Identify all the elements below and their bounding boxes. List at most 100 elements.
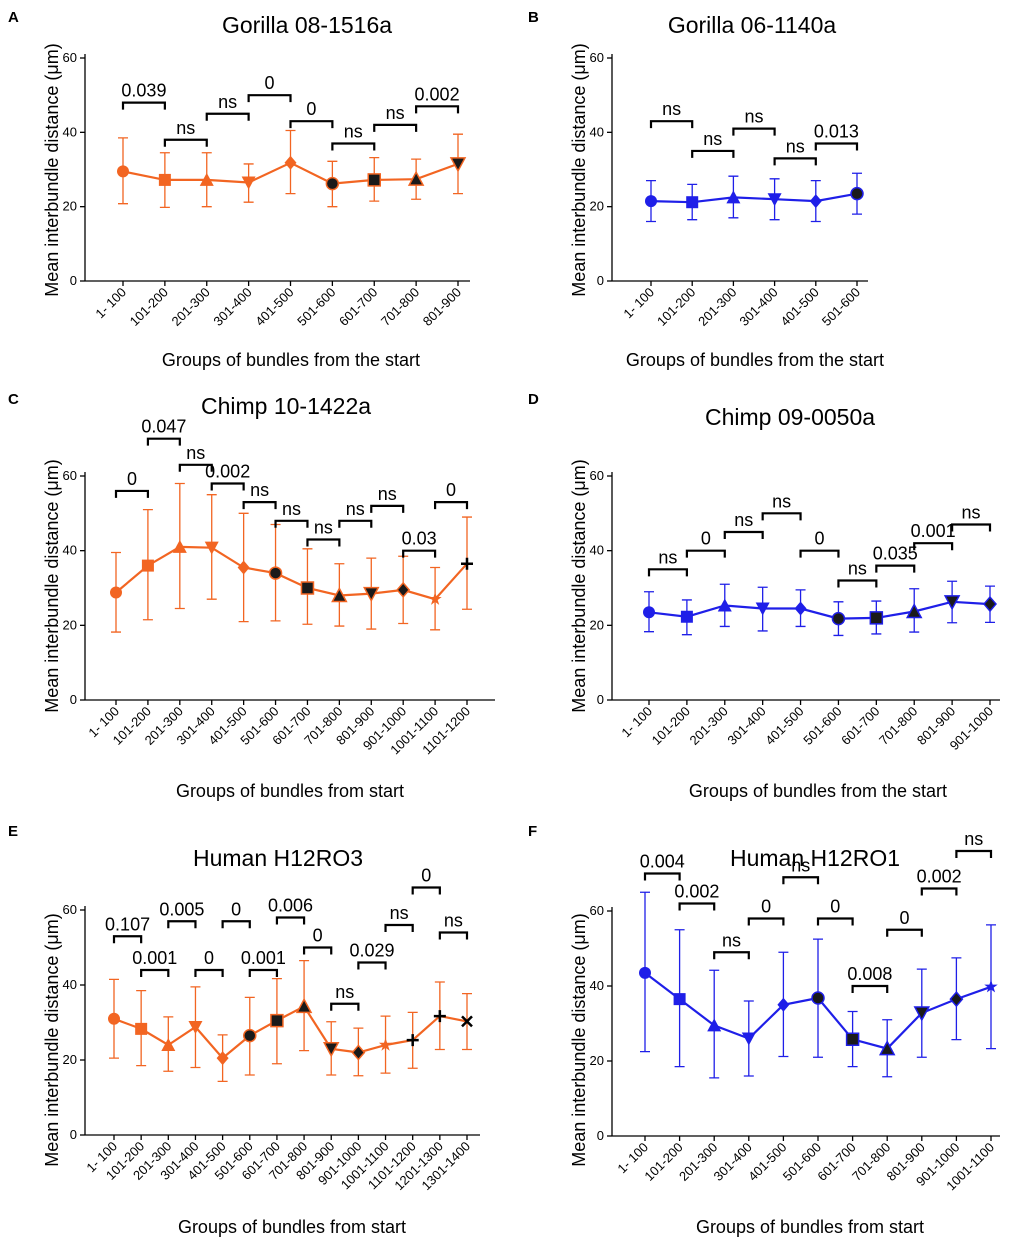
x-tick-label: 201-300 [687, 704, 731, 748]
significance-bracket [178, 463, 213, 472]
significance-bracket [210, 482, 245, 491]
x-tick-label: 601-700 [838, 704, 882, 748]
significance-label: ns [218, 92, 237, 112]
panel-letter: D [528, 391, 539, 408]
chart-title: Human H12RO3 [193, 845, 363, 871]
data-marker [913, 1006, 931, 1022]
x-tick-label: 601-700 [336, 285, 380, 329]
significance-label: 0.005 [159, 899, 204, 919]
significance-bracket [205, 112, 250, 121]
x-tick-label: 401-500 [252, 285, 296, 329]
significance-bracket [913, 542, 954, 551]
x-axis-label: Groups of bundles from start [178, 1217, 406, 1237]
significance-bracket [691, 149, 735, 158]
data-marker [645, 195, 657, 208]
x-axis-label: Groups of bundles from start [176, 781, 404, 801]
data-marker [869, 611, 884, 625]
data-marker [172, 539, 187, 553]
significance-label: 0 [306, 99, 316, 119]
y-tick-label: 20 [63, 1052, 77, 1067]
significance-label: 0 [313, 926, 323, 946]
significance-label: 0.004 [640, 852, 685, 872]
y-tick-label: 60 [590, 50, 604, 65]
significance-label: ns [734, 510, 753, 530]
significance-bracket [221, 920, 251, 929]
significance-bracket [121, 101, 166, 110]
y-tick-label: 20 [63, 617, 77, 632]
data-marker [639, 966, 651, 979]
series-line [648, 600, 991, 620]
significance-bracket [685, 549, 726, 558]
significance-label: ns [344, 121, 363, 141]
significance-label: 0.002 [917, 867, 962, 887]
significance-label: 0.002 [415, 84, 460, 104]
significance-label: ns [662, 99, 681, 119]
significance-label: ns [786, 136, 805, 156]
data-marker [300, 581, 315, 595]
x-tick-label: 501-600 [819, 285, 863, 329]
data-marker [680, 610, 693, 623]
y-axis-label: Mean interbundle distance (μm) [569, 459, 589, 713]
data-marker [726, 190, 741, 204]
significance-bracket [331, 142, 376, 151]
data-marker [284, 155, 297, 170]
significance-bracket [163, 138, 208, 147]
y-tick-label: 0 [70, 273, 77, 288]
chart-title: Chimp 09-0050a [705, 404, 875, 430]
data-marker [363, 586, 380, 603]
x-tick-label: 101-200 [649, 704, 693, 748]
x-tick-label: 1- 100 [618, 704, 655, 741]
y-tick-label: 40 [63, 977, 77, 992]
y-tick-label: 0 [597, 692, 604, 707]
significance-label: 0.035 [873, 544, 918, 564]
significance-label: ns [186, 443, 205, 463]
x-tick-label: 101-200 [654, 285, 698, 329]
significance-bracket [247, 94, 292, 103]
significance-label: 0 [899, 908, 909, 928]
data-marker [117, 165, 129, 178]
significance-bracket [920, 887, 958, 896]
significance-label: ns [772, 491, 791, 511]
data-marker [741, 1032, 756, 1046]
data-marker [461, 557, 473, 570]
significance-label: 0 [446, 480, 456, 500]
significance-label: 0 [127, 469, 137, 489]
x-tick-label: 301-400 [210, 285, 254, 329]
significance-bracket [370, 504, 405, 513]
significance-label: ns [791, 855, 810, 875]
significance-bracket [438, 931, 469, 940]
data-marker [428, 592, 442, 605]
data-marker [110, 586, 122, 599]
y-axis-label: Mean interbundle distance (μm) [42, 459, 62, 713]
significance-bracket [713, 951, 750, 960]
significance-label: 0 [814, 529, 824, 549]
data-marker [378, 1038, 393, 1051]
significance-bracket [782, 876, 820, 885]
significance-label: 0.039 [121, 81, 166, 101]
data-marker [850, 186, 864, 201]
data-marker [943, 595, 961, 611]
panel-f: F Human H12RO1 Mean interbundle distance… [528, 823, 1000, 1237]
data-marker [767, 193, 782, 207]
y-tick-label: 20 [590, 617, 604, 632]
significance-bracket [411, 886, 441, 895]
significance-bracket [274, 519, 309, 528]
significance-label: ns [703, 129, 722, 149]
y-tick-label: 20 [590, 199, 604, 214]
data-marker [831, 611, 846, 626]
data-marker [135, 1022, 148, 1035]
y-axis-label: Mean interbundle distance (μm) [42, 913, 62, 1167]
significance-label: ns [386, 103, 405, 123]
significance-bracket [114, 489, 150, 498]
significance-bracket [357, 961, 387, 970]
significance-bracket [402, 549, 437, 558]
chart-title: Gorilla 08-1516a [222, 12, 392, 38]
y-tick-label: 0 [597, 1128, 604, 1143]
data-marker [643, 606, 655, 619]
significance-label: 0.029 [349, 941, 394, 961]
x-tick-label: 301-400 [724, 704, 768, 748]
significance-label: ns [378, 484, 397, 504]
data-marker [845, 1032, 860, 1046]
significance-label: ns [390, 903, 409, 923]
